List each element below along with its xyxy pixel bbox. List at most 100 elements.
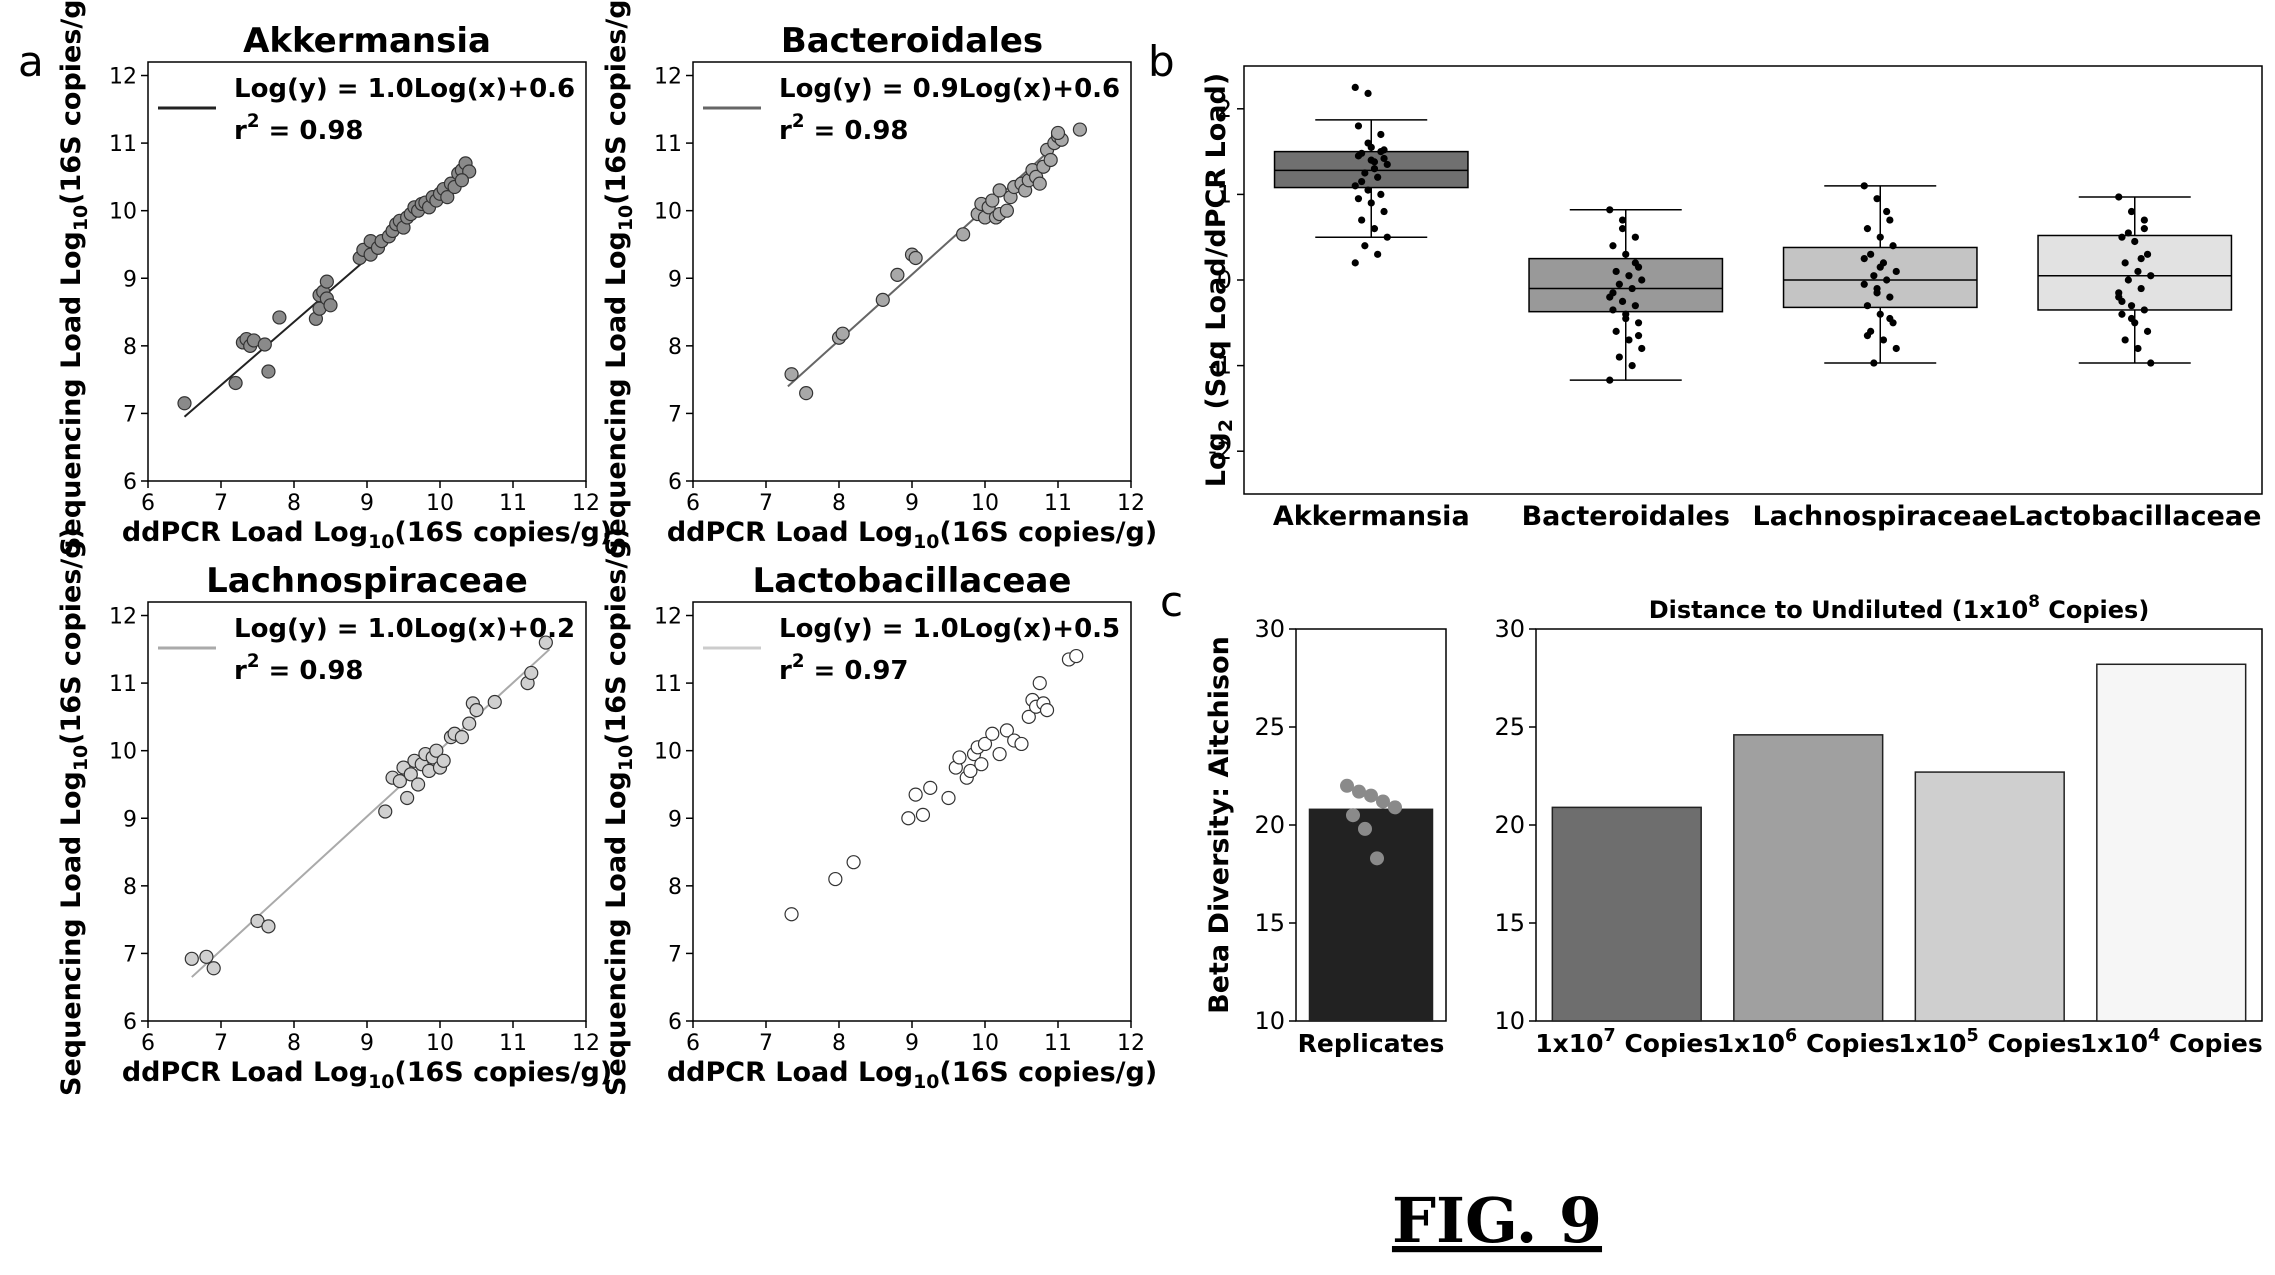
data-point <box>184 951 199 966</box>
y-tick-label: 30 <box>1494 615 1525 643</box>
data-point <box>1883 207 1891 216</box>
panel-label-a: a <box>18 37 44 86</box>
data-point <box>1892 344 1900 353</box>
data-point <box>1879 336 1888 344</box>
data-point <box>1612 267 1620 276</box>
data-point <box>2115 193 2123 201</box>
category-label: 1x107 Copies <box>1535 1026 1718 1058</box>
data-point <box>2147 359 2155 367</box>
y-tick-label: -1 <box>1208 352 1232 380</box>
data-point <box>411 777 426 792</box>
y-axis-label: Sequencing Load Log10(16S copies/g) <box>56 527 92 1096</box>
x-tick-label: 6 <box>686 1031 700 1056</box>
data-point <box>941 790 956 806</box>
data-point <box>828 871 843 887</box>
y-tick-label: 11 <box>109 672 137 697</box>
data-point <box>199 949 214 964</box>
x-tick-label: 9 <box>905 1031 919 1056</box>
data-point <box>1370 165 1379 173</box>
data-point <box>1351 83 1359 91</box>
y-tick-label: 11 <box>654 132 682 157</box>
x-tick-label: 10 <box>971 491 999 516</box>
y-tick-label: 7 <box>123 402 137 427</box>
data-point <box>440 190 455 205</box>
y-tick-label: 9 <box>123 807 137 832</box>
data-point <box>1860 182 1868 190</box>
y-tick-label: 30 <box>1254 615 1285 643</box>
bar <box>1733 734 1884 1022</box>
data-point <box>992 183 1007 198</box>
data-point <box>1883 276 1891 284</box>
data-point <box>784 367 799 382</box>
x-tick-label: 6 <box>141 491 155 516</box>
data-point <box>2143 250 2152 258</box>
data-point <box>228 375 243 391</box>
y-tick-label: 25 <box>1254 713 1285 741</box>
y-tick-label: 12 <box>654 65 682 90</box>
data-point <box>2127 302 2136 310</box>
y-axis-label: Beta Diversity: Aitchison <box>1204 636 1235 1014</box>
data-point <box>1889 242 1897 250</box>
data-point <box>963 763 978 779</box>
data-point <box>2140 225 2148 233</box>
data-point <box>1370 158 1379 166</box>
data-point <box>977 736 993 752</box>
data-point <box>1354 122 1363 130</box>
data-point <box>2134 267 2142 276</box>
data-point <box>177 396 192 411</box>
data-point <box>454 173 469 188</box>
data-point <box>2134 344 2142 353</box>
x-tick-label: 8 <box>832 491 846 516</box>
y-axis-label: Sequencing Load Log10(16S copies/g) <box>56 0 92 556</box>
data-point <box>392 773 407 789</box>
y-axis-label: Log2 (Seq Load/dPCR Load) <box>1201 73 1237 487</box>
x-tick-label: 7 <box>214 491 228 516</box>
y-tick-label: 6 <box>668 470 682 495</box>
data-point <box>1358 149 1366 157</box>
data-point <box>261 364 276 379</box>
replicate-point <box>1388 800 1402 815</box>
y-tick-label: 9 <box>123 267 137 292</box>
data-point <box>272 310 287 325</box>
data-point <box>257 337 272 352</box>
data-point <box>1383 233 1391 241</box>
fit-equation: Log(y) = 1.0Log(x)+0.2 <box>234 614 575 644</box>
data-point <box>2115 289 2123 297</box>
data-point <box>923 780 938 795</box>
x-tick-label: 12 <box>1117 491 1145 516</box>
data-point <box>1377 190 1385 198</box>
data-point <box>1615 280 1623 288</box>
y-tick-label: 10 <box>109 200 137 225</box>
data-point <box>1886 293 1894 301</box>
y-tick-label: 9 <box>668 267 682 292</box>
data-point <box>1374 173 1382 181</box>
data-point <box>323 298 338 313</box>
replicate-point <box>1370 851 1384 866</box>
data-point <box>1631 233 1639 241</box>
data-point <box>1609 242 1617 250</box>
x-tick-label: 11 <box>1044 491 1072 516</box>
box-iqr <box>1528 257 1724 313</box>
y-tick-label: 9 <box>668 807 682 832</box>
data-point <box>799 386 814 401</box>
x-tick-label: 12 <box>572 491 600 516</box>
data-point <box>2124 276 2132 284</box>
category-label: 1x104 Copies <box>2080 1026 2263 1058</box>
y-tick-label: 6 <box>123 470 137 495</box>
data-point <box>1886 216 1894 224</box>
data-point <box>846 855 861 870</box>
data-point <box>985 726 1000 741</box>
y-tick-label: 20 <box>1254 811 1285 839</box>
y-tick-label: 8 <box>123 335 137 360</box>
y-tick-label: 1 <box>1217 180 1232 208</box>
fit-equation: Log(y) = 1.0Log(x)+0.5 <box>779 614 1120 644</box>
box-lactobacillaceae <box>2037 193 2233 367</box>
data-point <box>2121 336 2129 344</box>
x-tick-label: 7 <box>214 1031 228 1056</box>
data-point <box>2127 207 2136 216</box>
chart-title: Bacteroidales <box>781 21 1043 61</box>
category-label: Replicates <box>1298 1029 1445 1058</box>
